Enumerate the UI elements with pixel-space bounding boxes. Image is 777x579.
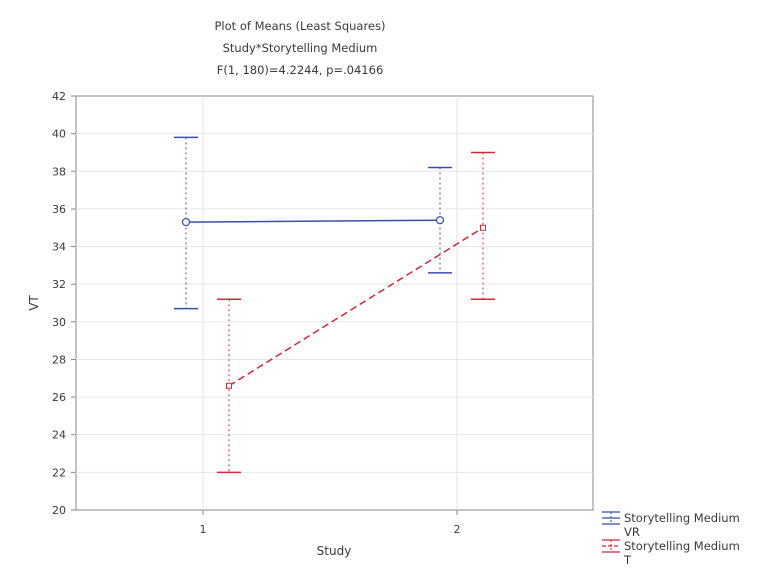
y-tick-label-24: 24 [52, 429, 66, 442]
chart-subtitle-effect: Study*Storytelling Medium [223, 41, 378, 55]
mean-point-vr-2 [435, 216, 445, 225]
y-tick-label-20: 20 [52, 504, 66, 517]
y-tick-label-38: 38 [52, 165, 66, 178]
y-tick-label-32: 32 [52, 278, 66, 291]
legend-label: Storytelling Medium [624, 511, 740, 525]
gridlines [76, 96, 593, 510]
x-axis-label: Study [317, 544, 352, 558]
y-tick-label-26: 26 [52, 391, 66, 404]
x-tick-label-2: 2 [454, 523, 461, 536]
series-vr [174, 136, 452, 310]
chart-subtitle-stats: F(1, 180)=4.2244, p=.04166 [217, 63, 384, 77]
y-tick-label-40: 40 [52, 128, 66, 141]
legend-level: VR [624, 525, 640, 539]
y-tick-label-34: 34 [52, 241, 66, 254]
chart-title: Plot of Means (Least Squares) [215, 19, 386, 33]
legend-label: Storytelling Medium [624, 539, 740, 553]
plot-area [75, 95, 594, 511]
mean-point-t-1 [226, 382, 232, 389]
legend-level: T [623, 553, 632, 567]
y-tick-label-36: 36 [52, 203, 66, 216]
mean-line-vr [185, 219, 441, 223]
series-group [174, 136, 495, 474]
y-axis-label: VT [27, 295, 41, 311]
y-tick-label-30: 30 [52, 316, 66, 329]
series-t [217, 151, 495, 474]
mean-point-vr-1 [181, 217, 191, 227]
mean-line-t [228, 227, 484, 387]
x-tick-label-1: 1 [200, 523, 207, 536]
y-axis-ticks: 42 40 38 36 34 32 30 28 26 24 22 20 [52, 90, 76, 517]
y-tick-label-42: 42 [52, 90, 66, 103]
mean-point-t-2 [480, 224, 486, 231]
y-tick-label-22: 22 [52, 466, 66, 479]
y-tick-label-28: 28 [52, 353, 66, 366]
